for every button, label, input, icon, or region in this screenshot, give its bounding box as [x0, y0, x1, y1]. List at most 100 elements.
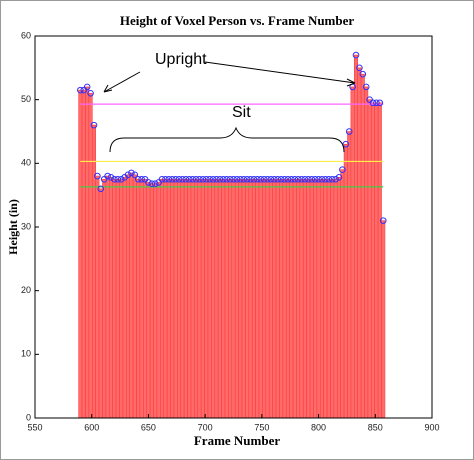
bar — [211, 178, 216, 419]
bar — [367, 99, 372, 419]
bar — [197, 178, 202, 419]
bar — [217, 178, 222, 419]
marker — [308, 175, 316, 183]
marker — [352, 51, 360, 59]
y-tick-label: 30 — [21, 221, 31, 231]
marker — [243, 175, 251, 183]
marker — [267, 175, 275, 183]
marker — [332, 175, 339, 183]
annotation-arrows — [103, 61, 356, 153]
marker — [162, 175, 169, 183]
marker — [254, 175, 261, 183]
x-tick-label: 550 — [27, 422, 42, 432]
marker — [131, 171, 139, 179]
bar — [91, 124, 96, 419]
marker — [294, 175, 302, 183]
bar — [214, 178, 219, 419]
bar — [187, 178, 192, 419]
bar — [343, 143, 348, 419]
bar — [306, 178, 311, 419]
marker — [240, 175, 248, 183]
bar — [166, 178, 171, 419]
x-tick-label: 850 — [368, 422, 383, 432]
bar — [238, 178, 243, 419]
marker — [196, 175, 203, 183]
bar — [207, 178, 212, 419]
marker — [189, 175, 196, 183]
bar — [173, 178, 178, 419]
marker — [185, 175, 193, 183]
bar — [139, 178, 144, 419]
marker — [111, 175, 118, 183]
bar — [275, 178, 280, 419]
marker — [345, 128, 353, 135]
marker — [339, 166, 346, 173]
bar — [136, 178, 141, 419]
marker — [117, 175, 125, 183]
marker — [216, 175, 224, 183]
x-tick-label: 700 — [198, 422, 213, 432]
x-tick-label: 650 — [141, 422, 156, 432]
marker — [369, 99, 377, 107]
bar — [336, 177, 341, 419]
marker — [237, 175, 244, 183]
marker — [168, 175, 176, 183]
bar — [330, 178, 335, 419]
marker — [97, 185, 105, 193]
marker — [233, 175, 241, 183]
bar — [354, 54, 359, 419]
bar — [248, 178, 253, 419]
bar — [279, 178, 284, 419]
bar — [251, 178, 256, 419]
bar — [292, 178, 297, 419]
marker — [284, 175, 292, 183]
bar — [183, 178, 188, 419]
bar — [85, 86, 90, 419]
bar — [108, 177, 113, 419]
marker — [301, 175, 309, 183]
bar — [160, 178, 165, 419]
marker — [250, 175, 258, 183]
marker — [90, 121, 98, 129]
marker — [322, 175, 329, 183]
bar — [119, 178, 124, 419]
bar — [221, 178, 226, 419]
marker — [277, 175, 285, 183]
bar — [265, 178, 270, 419]
marker — [138, 175, 145, 183]
marker — [128, 169, 135, 177]
y-tick-label: 10 — [21, 349, 31, 359]
marker — [359, 70, 367, 78]
marker — [219, 175, 227, 183]
bar — [88, 93, 93, 419]
bar — [272, 178, 277, 419]
marker — [172, 175, 179, 183]
bar — [309, 178, 314, 419]
marker — [114, 175, 122, 183]
bar — [95, 175, 100, 419]
marker — [274, 175, 282, 183]
marker — [318, 175, 326, 183]
bar — [231, 178, 236, 419]
bar — [146, 182, 151, 419]
bar — [98, 188, 103, 419]
bar — [224, 178, 229, 419]
marker — [325, 175, 333, 183]
bar — [129, 172, 134, 419]
bar — [371, 102, 376, 419]
bar — [143, 178, 148, 419]
bar — [377, 102, 382, 419]
x-axis-label: Frame Number — [194, 433, 281, 448]
annotation: Sit — [232, 104, 251, 121]
bar — [316, 178, 321, 419]
bar — [285, 178, 290, 419]
plot-area — [77, 51, 387, 419]
bar — [255, 178, 260, 419]
marker — [148, 180, 156, 188]
marker — [376, 99, 384, 107]
y-tick-label: 60 — [21, 30, 31, 40]
bar — [360, 73, 365, 419]
marker — [165, 175, 173, 183]
marker — [94, 172, 101, 180]
